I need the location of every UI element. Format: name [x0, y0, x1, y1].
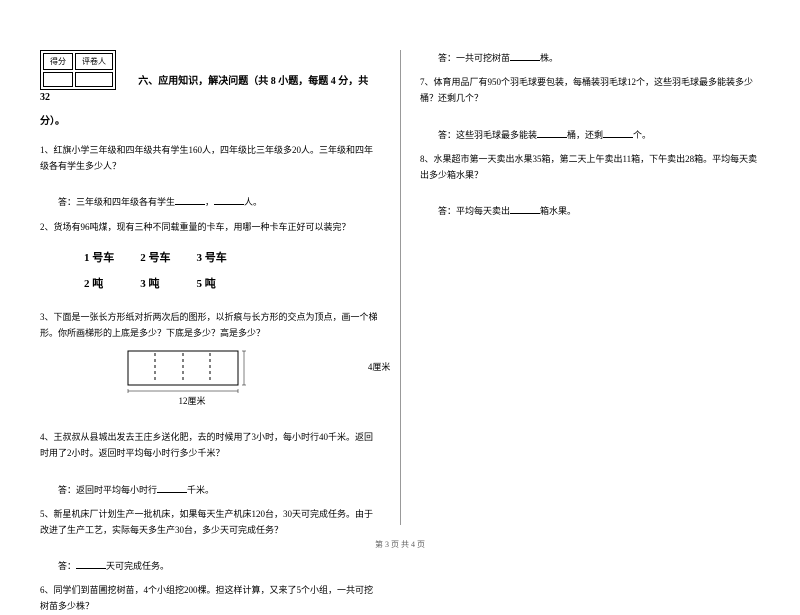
blank	[537, 128, 567, 138]
a6-prefix: 答：一共可挖树苗	[438, 53, 510, 63]
a1-prefix: 答：三年级和四年级各有学生	[58, 197, 175, 207]
blank	[510, 204, 540, 214]
question-3: 3、下面是一张长方形纸对折两次后的图形，以折痕与长方形的交点为顶点，画一个梯形。…	[40, 309, 380, 341]
a8-suffix: 箱水果。	[540, 206, 576, 216]
score-table: 得分 评卷人	[40, 50, 116, 90]
truck-v3: 5 吨	[185, 271, 239, 295]
truck-h1: 1 号车	[72, 245, 126, 269]
rect-height-label: 4厘米	[368, 362, 391, 372]
truck-h3: 3 号车	[185, 245, 239, 269]
truck-v1: 2 吨	[72, 271, 126, 295]
question-2: 2、货场有96吨煤，现有三种不同载重量的卡车，用哪一种卡车正好可以装完？	[40, 219, 380, 235]
a4-suffix: 千米。	[187, 485, 214, 495]
grader-cell	[75, 72, 113, 87]
question-8: 8、水果超市第一天卖出水果35箱，第二天上午卖出11箱，下午卖出28箱。平均每天…	[420, 151, 760, 183]
a5-prefix: 答：	[58, 561, 76, 571]
question-5: 5、新星机床厂计划生产一批机床，如果每天生产机床120台，30天可完成任务。由于…	[40, 506, 380, 538]
question-4: 4、王叔叔从县城出发去王庄乡送化肥，去的时候用了3小时，每小时行40千米。返回时…	[40, 429, 380, 461]
question-7: 7、体育用品厂有950个羽毛球要包装，每桶装羽毛球12个，这些羽毛球最多能装多少…	[420, 74, 760, 106]
question-6: 6、同学们到苗圃挖树苗，4个小组挖200棵。担这样计算，又来了5个小组，一共可挖…	[40, 582, 380, 614]
rectangle-diagram: 4厘米 12厘米	[40, 349, 380, 421]
page-footer: 第 3 页 共 4 页	[0, 539, 800, 550]
answer-1: 答：三年级和四年级各有学生 ， 人。	[40, 194, 380, 210]
truck-table: 1 号车 2 号车 3 号车 2 吨 3 吨 5 吨	[70, 243, 241, 297]
section-title-end: 分）。	[40, 114, 380, 130]
answer-8: 答：平均每天卖出 箱水果。	[420, 203, 760, 219]
a7-prefix: 答：这些羽毛球最多能装	[438, 130, 537, 140]
blank	[175, 195, 205, 205]
blank	[510, 51, 540, 61]
answer-6: 答：一共可挖树苗 株。	[420, 50, 760, 66]
a5-suffix: 天可完成任务。	[106, 561, 169, 571]
a1-suffix: 人。	[244, 197, 262, 207]
question-1: 1、红旗小学三年级和四年级共有学生160人，四年级比三年级多20人。三年级和四年…	[40, 142, 380, 174]
truck-h2: 2 号车	[128, 245, 182, 269]
blank	[76, 559, 106, 569]
a7-mid: 桶，还剩	[567, 130, 603, 140]
truck-v2: 3 吨	[128, 271, 182, 295]
section-header: 得分 评卷人 六、应用知识，解决问题（共 8 小题，每题 4 分，共 32	[40, 50, 380, 106]
blank	[603, 128, 633, 138]
a4-prefix: 答：返回时平均每小时行	[58, 485, 157, 495]
answer-5: 答： 天可完成任务。	[40, 558, 380, 574]
a8-prefix: 答：平均每天卖出	[438, 206, 510, 216]
a7-suffix: 个。	[633, 130, 651, 140]
score-label: 得分	[43, 53, 73, 70]
score-cell	[43, 72, 73, 87]
blank	[214, 195, 244, 205]
answer-7: 答：这些羽毛球最多能装 桶，还剩 个。	[420, 127, 760, 143]
left-column: 得分 评卷人 六、应用知识，解决问题（共 8 小题，每题 4 分，共 32 分）…	[0, 0, 400, 565]
grader-label: 评卷人	[75, 53, 113, 70]
rect-width-label: 12厘米	[22, 394, 362, 407]
answer-4: 答：返回时平均每小时行 千米。	[40, 482, 380, 498]
a6-suffix: 株。	[540, 53, 558, 63]
a1-mid: ，	[205, 197, 214, 207]
blank	[157, 483, 187, 493]
right-column: 答：一共可挖树苗 株。 7、体育用品厂有950个羽毛球要包装，每桶装羽毛球12个，…	[400, 0, 800, 565]
